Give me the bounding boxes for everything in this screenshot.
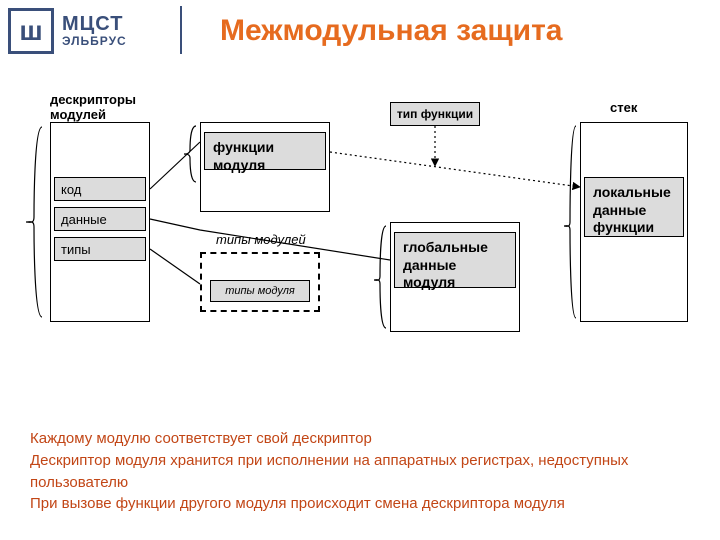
footer-line: Каждому модулю соответствует свой дескри… bbox=[30, 428, 690, 450]
brace-left bbox=[26, 127, 42, 317]
logo: ш МЦСТ ЭЛЬБРУС bbox=[8, 8, 127, 54]
label-stack: стек bbox=[610, 100, 637, 115]
global-box-label: глобальные данные модуля bbox=[394, 232, 516, 288]
brace-stack bbox=[564, 126, 576, 318]
types-box-label: типы модуля bbox=[210, 280, 310, 302]
row-types: типы bbox=[54, 237, 146, 261]
stack-box-label: локальные данные функции bbox=[584, 177, 684, 237]
row-data: данные bbox=[54, 207, 146, 231]
logo-text: МЦСТ ЭЛЬБРУС bbox=[62, 14, 127, 48]
footer-line: При вызове функции другого модуля происх… bbox=[30, 493, 690, 515]
row-code: код bbox=[54, 177, 146, 201]
logo-icon: ш bbox=[8, 8, 54, 54]
label-module-types: типы модулей bbox=[216, 232, 306, 247]
brace-func bbox=[184, 126, 196, 182]
func-box-label: функции модуля bbox=[204, 132, 326, 170]
edge-types-typesbox bbox=[150, 249, 200, 284]
logo-separator bbox=[180, 6, 182, 54]
label-descriptors: дескрипторы модулей bbox=[50, 92, 170, 122]
func-type-box: тип функции bbox=[390, 102, 480, 126]
footer-line: Дескриптор модуля хранится при исполнени… bbox=[30, 450, 690, 494]
edge-func-stack bbox=[330, 152, 580, 187]
diagram: дескрипторы модулей стек типы модулей ко… bbox=[20, 92, 700, 392]
edge-code-func bbox=[150, 142, 200, 189]
slide-title: Межмодульная защита bbox=[220, 14, 562, 48]
brace-global bbox=[374, 226, 386, 328]
footer-text: Каждому модулю соответствует свой дескри… bbox=[30, 428, 690, 515]
